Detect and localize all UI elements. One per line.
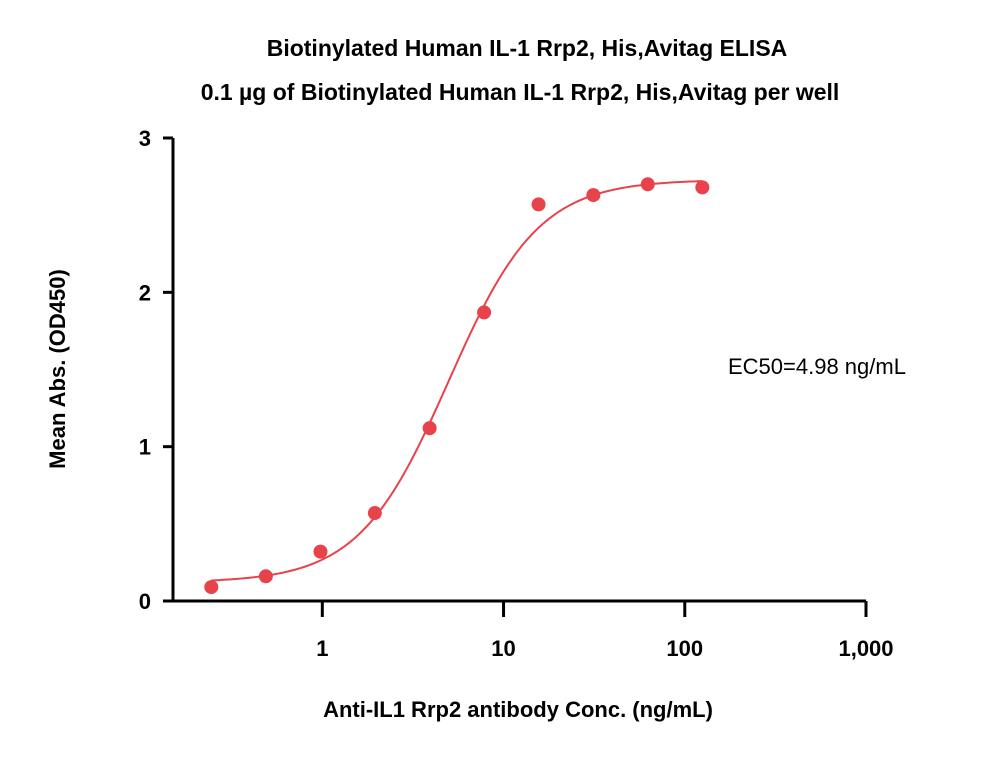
data-point (367, 506, 382, 521)
data-point (204, 580, 219, 595)
chart-subtitle: 0.1 µg of Biotinylated Human IL-1 Rrp2, … (201, 79, 840, 105)
data-point (640, 177, 655, 192)
y-tick-label: 1 (139, 435, 151, 460)
data-point (531, 197, 546, 212)
y-tick-label: 2 (139, 280, 151, 305)
x-tick-label: 100 (666, 636, 703, 661)
chart-title: Biotinylated Human IL-1 Rrp2, His,Avitag… (267, 35, 788, 61)
ec50-annotation: EC50=4.98 ng/mL (728, 354, 906, 379)
x-axis-label: Anti-IL1 Rrp2 antibody Conc. (ng/mL) (323, 697, 713, 722)
y-axis: 0 1 2 3 (139, 126, 175, 614)
data-point (586, 188, 601, 203)
x-axis: 1 10 100 1,000 (173, 599, 894, 661)
x-tick-label: 1 (316, 636, 328, 661)
y-axis-label: Mean Abs. (OD450) (45, 269, 70, 469)
data-points (204, 177, 710, 595)
data-point (258, 569, 273, 584)
data-point (422, 421, 437, 436)
x-tick-label: 10 (491, 636, 515, 661)
x-tick-label: 1,000 (838, 636, 893, 661)
fit-curve (211, 180, 703, 582)
y-tick-label: 0 (139, 589, 151, 614)
data-point (695, 180, 710, 195)
y-tick-label: 3 (139, 126, 151, 151)
data-point (313, 544, 328, 559)
data-point (477, 305, 492, 320)
